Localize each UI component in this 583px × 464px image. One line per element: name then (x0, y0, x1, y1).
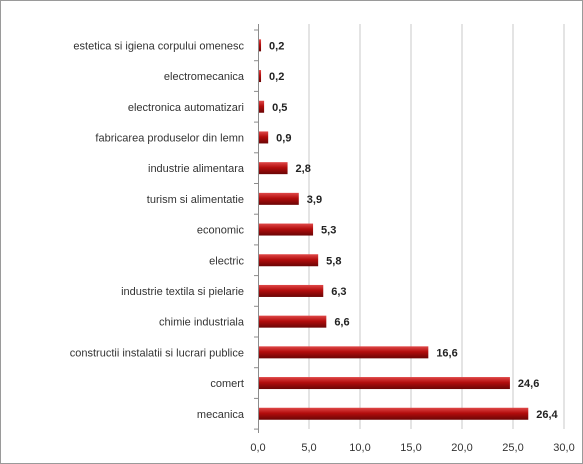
bar (259, 162, 288, 175)
bar (259, 254, 319, 267)
bar (259, 131, 269, 144)
data-label: 2,8 (296, 163, 311, 175)
gridlines (308, 24, 565, 429)
bar (259, 346, 429, 359)
x-tick-label: 0,0 (250, 442, 265, 454)
bar (259, 315, 327, 328)
data-label: 0,2 (269, 71, 284, 83)
x-tick-label: 25,0 (502, 442, 523, 454)
bar (259, 192, 299, 205)
data-label: 6,6 (334, 317, 349, 329)
data-label: 0,2 (269, 40, 284, 52)
category-label: electromecanica (164, 71, 245, 83)
category-label: industrie textila si pielarie (121, 286, 244, 298)
x-tick-label: 30,0 (553, 442, 574, 454)
bar (259, 407, 529, 420)
data-label: 3,9 (307, 194, 322, 206)
category-labels: estetica si igiena corpului omenesc elect… (70, 40, 245, 420)
category-label: comert (210, 378, 244, 390)
bars (259, 39, 529, 420)
bar (259, 377, 510, 390)
data-label: 26,4 (536, 409, 558, 421)
bar (259, 39, 262, 52)
category-label: fabricarea produselor din lemn (95, 132, 244, 144)
x-axis-ticks: 0,0 5,0 10,0 15,0 20,0 25,0 30,0 (250, 29, 575, 454)
category-label: chimie industriala (159, 317, 245, 329)
data-label: 5,8 (326, 255, 341, 267)
x-tick-label: 15,0 (400, 442, 421, 454)
category-label: economic (197, 225, 245, 237)
x-tick-label: 5,0 (301, 442, 316, 454)
x-tick-label: 10,0 (349, 442, 370, 454)
data-label: 0,9 (276, 132, 291, 144)
x-tick-label: 20,0 (451, 442, 472, 454)
category-label: industrie alimentara (148, 163, 245, 175)
category-label: electric (209, 255, 244, 267)
bar (259, 70, 262, 83)
data-label: 24,6 (518, 378, 539, 390)
data-label: 6,3 (331, 286, 346, 298)
data-labels: 0,2 0,2 0,5 0,9 2,8 3,9 5,3 5,8 6,3 6,6 16,6 24,6 26… (269, 40, 559, 420)
bar (259, 223, 314, 236)
category-label: electronica automatizari (128, 102, 244, 114)
data-label: 0,5 (272, 102, 287, 114)
data-label: 5,3 (321, 225, 336, 237)
data-label: 16,6 (436, 347, 457, 359)
category-label: estetica si igiena corpului omenesc (73, 40, 244, 52)
bar (259, 100, 265, 113)
category-label: mecanica (197, 409, 245, 421)
category-label: turism si alimentatie (147, 194, 244, 206)
category-label: constructii instalatii si lucrari public… (70, 347, 244, 359)
bar (259, 284, 324, 297)
